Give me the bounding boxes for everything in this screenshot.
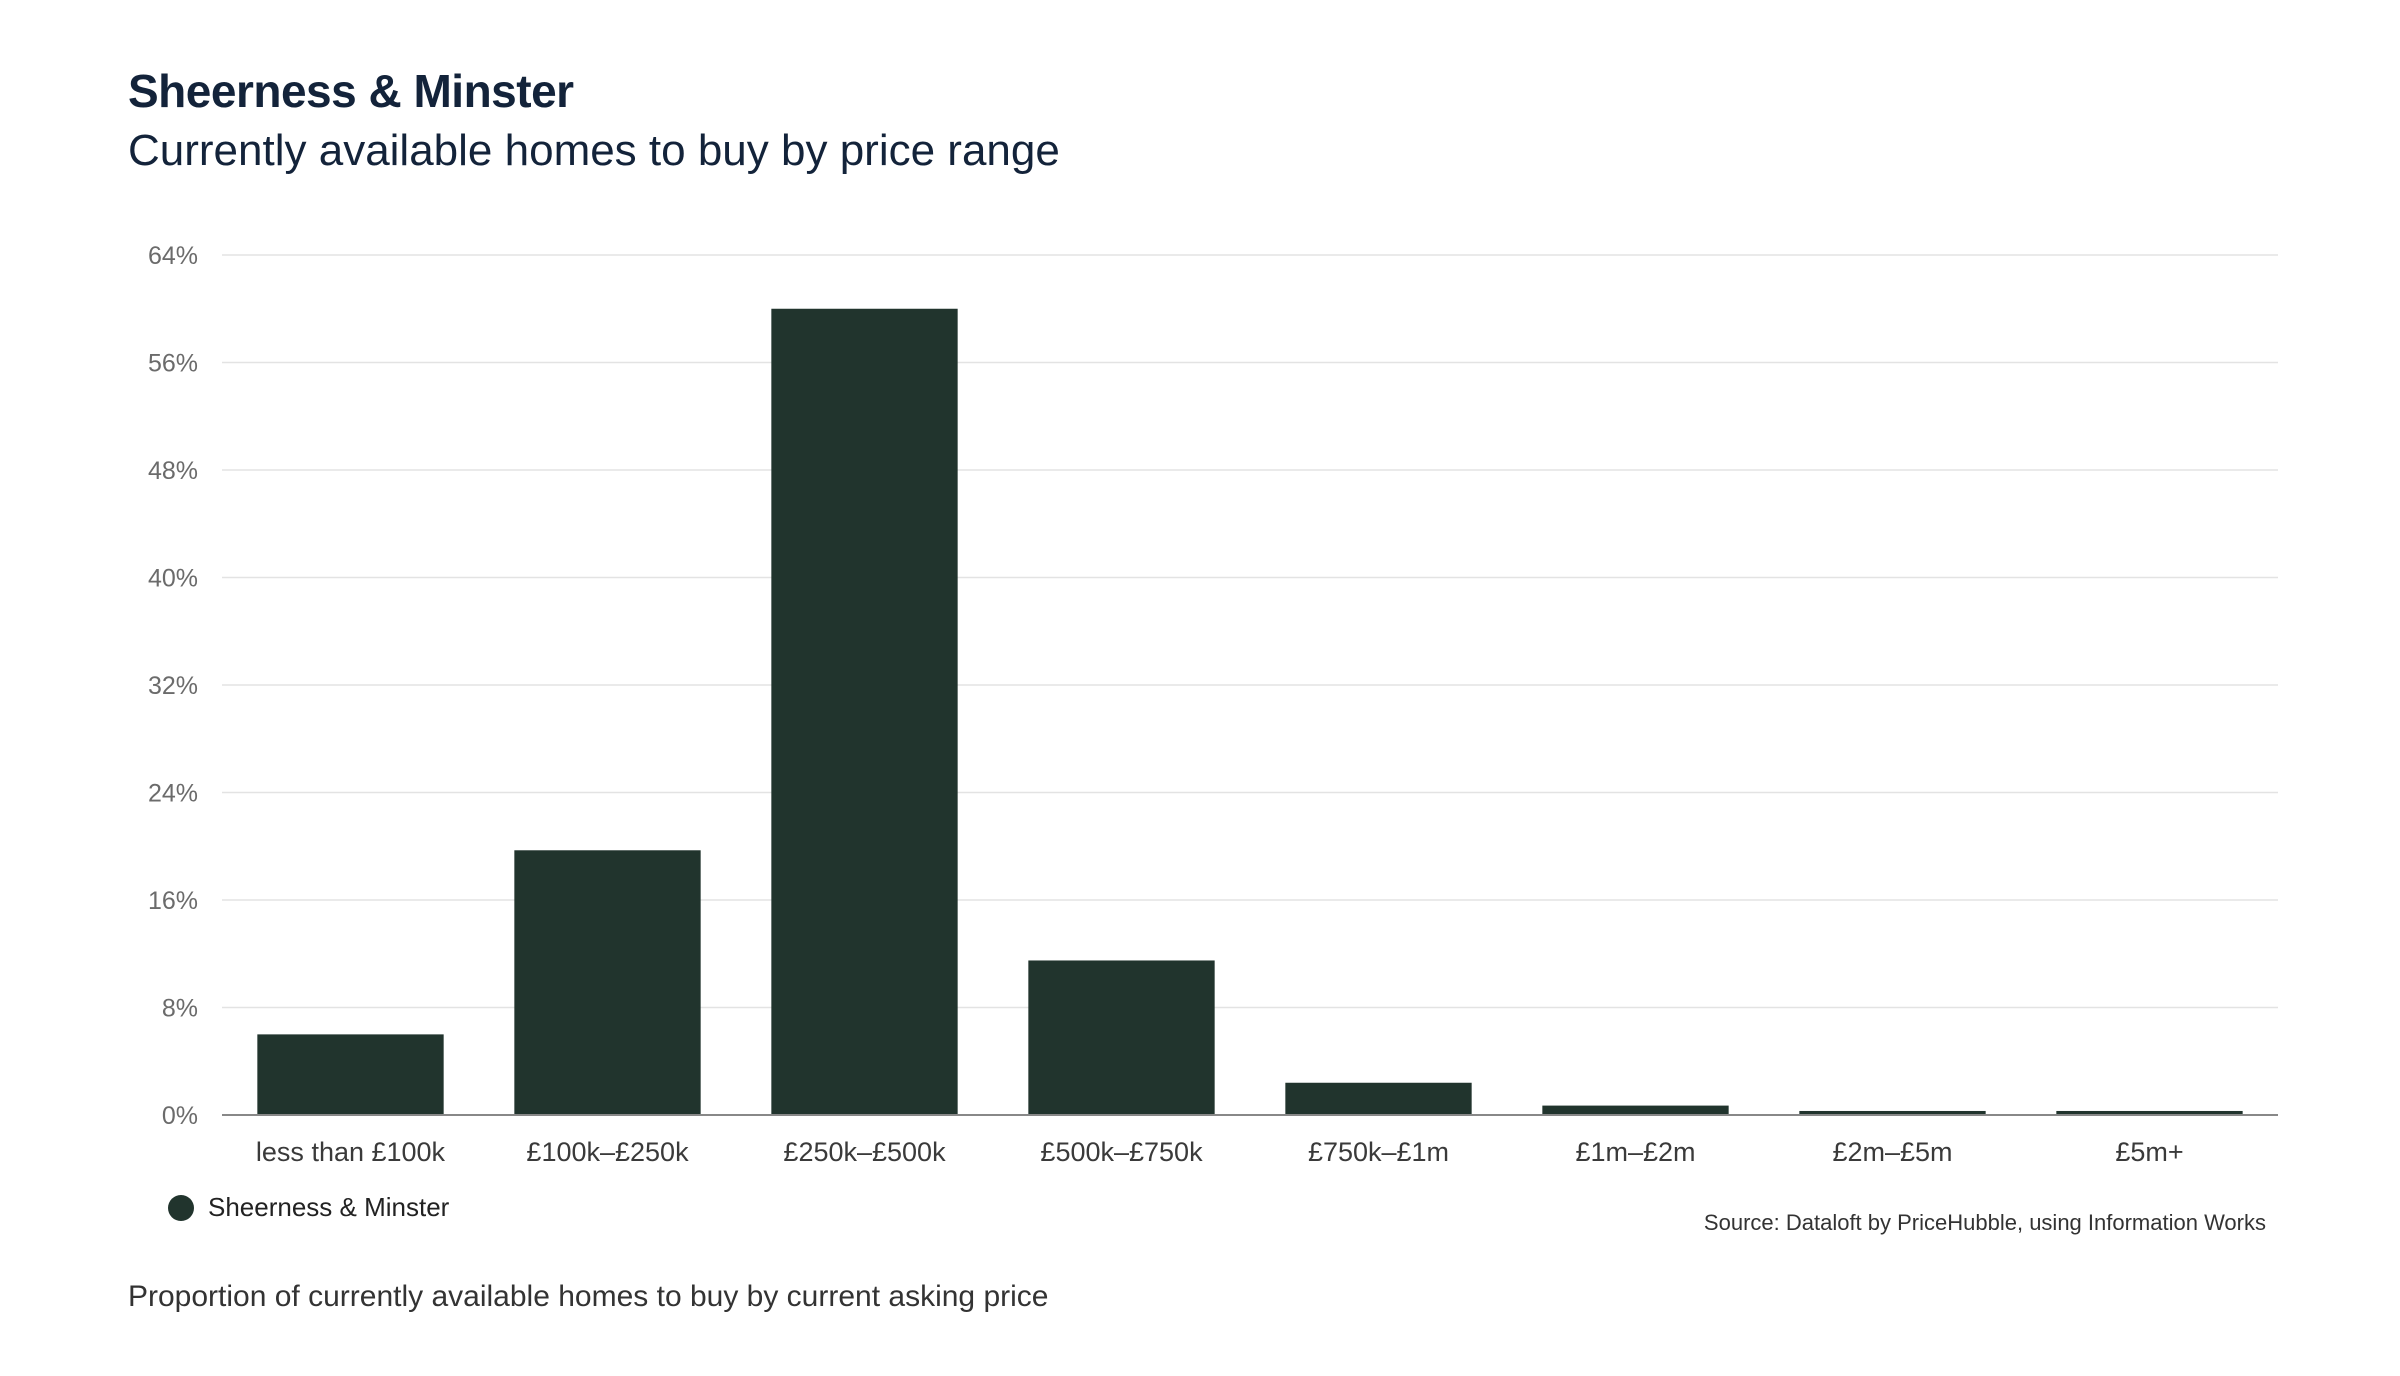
x-tick-label: £5m+ bbox=[2115, 1137, 2183, 1167]
bar bbox=[2056, 1110, 2243, 1115]
y-tick-label: 0% bbox=[162, 1102, 198, 1130]
chart-caption: Proportion of currently available homes … bbox=[128, 1280, 1049, 1313]
y-tick-label: 64% bbox=[148, 242, 198, 270]
legend-swatch bbox=[168, 1194, 194, 1221]
bars bbox=[257, 308, 2243, 1115]
chart-subtitle: Currently available homes to buy by pric… bbox=[128, 126, 1060, 175]
y-tick-label: 32% bbox=[148, 672, 198, 700]
y-axis-ticks: 0% 8% 16% 24% 32% 40% 48% 56% 64% bbox=[148, 242, 198, 1130]
x-tick-label: £1m–£2m bbox=[1575, 1137, 1695, 1167]
y-tick-label: 24% bbox=[148, 780, 198, 808]
bar bbox=[771, 308, 958, 1115]
bar bbox=[514, 850, 701, 1115]
y-tick-label: 8% bbox=[162, 995, 198, 1023]
bar bbox=[257, 1034, 444, 1115]
bar bbox=[1028, 960, 1215, 1115]
y-tick-label: 48% bbox=[148, 457, 198, 485]
y-tick-label: 56% bbox=[148, 350, 198, 378]
y-tick-label: 40% bbox=[148, 565, 198, 593]
x-tick-label: £2m–£5m bbox=[1832, 1137, 1952, 1167]
source-note: Source: Dataloft by PriceHubble, using I… bbox=[1703, 1210, 2266, 1235]
bar bbox=[1285, 1082, 1472, 1115]
y-tick-label: 16% bbox=[148, 887, 198, 915]
x-axis-ticks: less than £100k £100k–£250k £250k–£500k £50… bbox=[256, 1137, 2184, 1167]
x-tick-label: £750k–£1m bbox=[1308, 1137, 1449, 1167]
bar bbox=[1799, 1110, 1986, 1115]
legend: Sheerness & Minster bbox=[168, 1192, 449, 1223]
chart-title: Sheerness & Minster bbox=[128, 65, 574, 117]
x-tick-label: £250k–£500k bbox=[783, 1137, 946, 1167]
x-tick-label: £500k–£750k bbox=[1040, 1137, 1203, 1167]
gridlines bbox=[222, 254, 2278, 1009]
legend-label: Sheerness & Minster bbox=[208, 1192, 450, 1222]
bar bbox=[1542, 1105, 1729, 1115]
x-tick-label: less than £100k bbox=[256, 1137, 446, 1167]
x-tick-label: £100k–£250k bbox=[526, 1137, 689, 1167]
